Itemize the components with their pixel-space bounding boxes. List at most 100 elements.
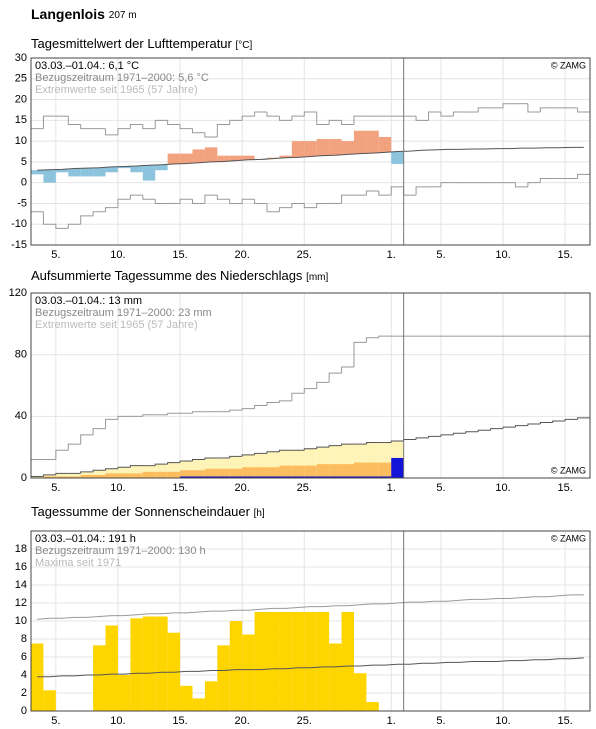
extreme-line	[204, 194, 218, 204]
y-tick-label: -15	[11, 239, 27, 251]
extreme-line	[67, 223, 81, 229]
bar	[353, 476, 367, 478]
bar	[229, 476, 243, 478]
normal-line	[229, 455, 243, 458]
bar	[192, 476, 205, 478]
extreme-line	[42, 115, 56, 129]
normal-line	[539, 422, 553, 425]
extreme-line	[154, 199, 168, 204]
chart-note: Extremwerte seit 1965 (57 Jahre)	[35, 319, 198, 331]
extreme-line	[303, 111, 317, 117]
extreme-line	[142, 124, 156, 130]
extreme-line	[415, 116, 429, 121]
normal-line	[552, 420, 566, 423]
bar	[329, 643, 342, 711]
anomaly-bar	[43, 169, 56, 183]
anomaly-bar	[55, 169, 69, 173]
bar	[304, 612, 317, 711]
normal-line	[42, 474, 56, 477]
normal-line	[179, 460, 193, 463]
band-area	[353, 462, 367, 478]
chart-title: Aufsummierte Tagessumme des Niederschlag…	[31, 268, 329, 283]
x-tick-label: 5.	[51, 482, 60, 494]
chart-note: Bezugszeitraum 1971–2000: 23 mm	[35, 307, 212, 319]
y-tick-label: 0	[21, 177, 27, 189]
extreme-line	[390, 186, 404, 196]
extreme-line	[191, 199, 205, 204]
bar	[229, 621, 243, 711]
normal-line	[365, 442, 379, 445]
band-area	[142, 471, 156, 478]
station-name: Langenlois	[31, 6, 105, 22]
extreme-line	[440, 112, 454, 117]
bar	[329, 476, 342, 478]
extreme-line	[117, 415, 131, 420]
extreme-line	[378, 335, 392, 338]
extreme-line	[328, 372, 342, 383]
x-tick-label: 15.	[172, 715, 187, 727]
normal-area	[93, 470, 106, 478]
chart-note: 03.03.–01.04.: 13 mm	[35, 295, 142, 307]
band-area	[130, 473, 143, 478]
extreme-line	[291, 115, 305, 121]
title-unit: [°C]	[236, 40, 253, 51]
anomaly-bar	[353, 130, 367, 154]
anomaly-bar	[204, 147, 218, 162]
normal-line	[55, 472, 69, 475]
x-tick-label: 1.	[387, 482, 396, 494]
extreme-line	[105, 418, 118, 429]
y-tick-label: 30	[15, 52, 27, 64]
normal-line	[254, 452, 268, 455]
band-area	[254, 467, 268, 478]
anomaly-bar	[130, 166, 143, 173]
extreme-line	[353, 115, 367, 125]
chart-note: 03.03.–01.04.: 6,1 °C	[35, 60, 139, 72]
y-tick-label: 80	[15, 349, 27, 361]
anomaly-bar	[242, 155, 255, 160]
normal-line	[514, 425, 528, 428]
extreme-line	[37, 594, 584, 620]
extreme-line	[42, 211, 56, 225]
extreme-line	[477, 107, 491, 113]
extreme-line	[403, 186, 417, 196]
extreme-line	[204, 132, 218, 138]
x-tick-label: 5.	[436, 715, 445, 727]
band-area	[304, 465, 317, 478]
y-tick-label: 40	[15, 410, 27, 422]
band-area	[217, 468, 230, 478]
anomaly-bar	[378, 136, 392, 153]
extreme-line	[527, 182, 541, 187]
extreme-line	[539, 107, 553, 113]
band-area	[155, 471, 168, 478]
bar	[204, 681, 218, 711]
anomaly-bar	[341, 141, 354, 155]
extreme-line	[378, 190, 392, 196]
x-tick-label: 10.	[110, 482, 125, 494]
y-tick-label: 18	[15, 543, 27, 555]
station-header: Langenlois 207 m	[31, 6, 137, 22]
extreme-line	[191, 128, 205, 134]
extreme-line	[502, 103, 516, 108]
anomaly-bar	[68, 168, 81, 177]
band-area	[329, 464, 342, 478]
x-tick-label: 20.	[235, 715, 250, 727]
normal-line	[92, 469, 106, 472]
chart-title: Tagessumme der Sonnenscheindauer [h]	[31, 504, 265, 519]
chart-note: Bezugszeitraum 1971–2000: 5,6 °C	[35, 72, 209, 84]
plot-frame	[30, 292, 591, 479]
band-area	[80, 474, 94, 478]
normal-line	[80, 471, 94, 474]
bar	[279, 612, 292, 711]
bar	[378, 476, 392, 478]
normal-area	[55, 473, 69, 478]
title-text: Tagessumme der Sonnenscheindauer	[31, 504, 251, 519]
extreme-line	[67, 116, 81, 125]
normal-line	[117, 466, 131, 469]
extreme-line	[216, 123, 230, 137]
normal-line	[266, 451, 280, 454]
extreme-line	[154, 119, 168, 129]
chart-note: Bezugszeitraum 1971–2000: 130 h	[35, 545, 206, 557]
band-area	[316, 464, 330, 478]
extreme-line	[316, 112, 330, 125]
extreme-line	[92, 211, 106, 216]
